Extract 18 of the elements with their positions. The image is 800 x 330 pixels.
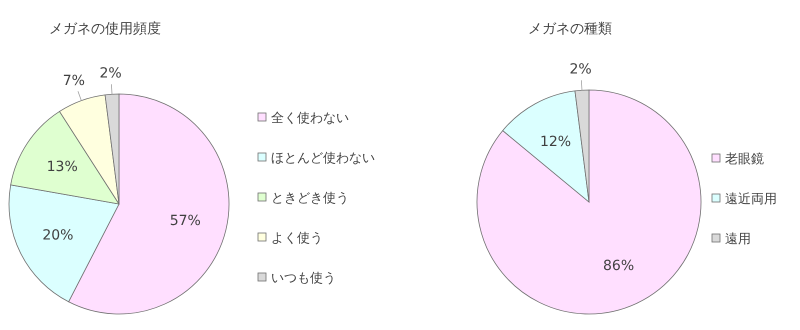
legend-label: ときどき使う bbox=[271, 191, 349, 206]
legend-label: ほとんど使わない bbox=[271, 151, 375, 166]
legend-label: いつも使う bbox=[271, 271, 336, 286]
legend-label: 老眼鏡 bbox=[725, 152, 764, 167]
data-label: 86% bbox=[603, 258, 634, 274]
data-label: 12% bbox=[540, 134, 572, 150]
data-label: 2% bbox=[100, 65, 122, 82]
legend-label: 遠用 bbox=[725, 232, 751, 247]
chart-title: メガネの使用頻度 bbox=[49, 21, 161, 37]
chart-title: メガネの種類 bbox=[528, 21, 612, 37]
data-label: 13% bbox=[46, 159, 78, 176]
data-label: 20% bbox=[42, 227, 74, 244]
data-label: 57% bbox=[170, 213, 201, 230]
data-label: 2% bbox=[569, 61, 592, 78]
legend-label: 全く使わない bbox=[271, 111, 349, 126]
legend-label: 遠近両用 bbox=[725, 192, 777, 207]
data-label: 7% bbox=[62, 72, 85, 89]
legend-label: よく使う bbox=[271, 231, 323, 246]
